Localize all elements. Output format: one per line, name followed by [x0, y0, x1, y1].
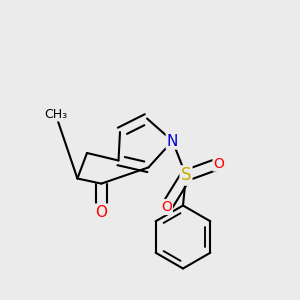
Text: O: O: [214, 157, 224, 170]
Text: O: O: [161, 200, 172, 214]
Text: N: N: [167, 134, 178, 148]
Text: S: S: [181, 167, 191, 184]
Text: O: O: [95, 205, 107, 220]
Text: CH₃: CH₃: [44, 107, 67, 121]
